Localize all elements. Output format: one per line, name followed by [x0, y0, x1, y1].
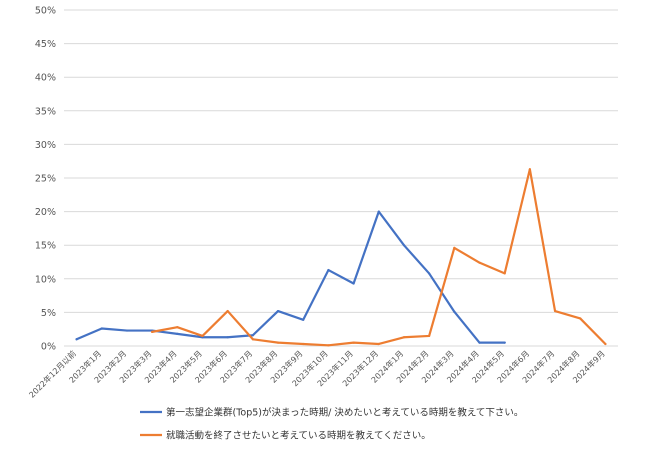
- data-point-series-2: [302, 342, 305, 346]
- data-point-series-1: [352, 282, 355, 285]
- data-point-series-1: [327, 268, 330, 272]
- legend: 第一志望企業群(Top5)が決まった時期/ 決めたいと考えている時期を教えて下さ…: [140, 407, 523, 442]
- y-tick-label: 40%: [35, 73, 56, 84]
- data-point-series-1: [75, 338, 78, 341]
- gridlines: [64, 9, 618, 347]
- y-axis-ticks: 0% 5% 10% 15% 20% 25% 30% 35% 40% 45% 50%: [35, 6, 56, 353]
- data-point-series-1: [251, 334, 254, 337]
- data-point-series-2: [402, 336, 406, 339]
- data-point-series-2: [327, 344, 330, 347]
- data-point-series-2: [528, 168, 531, 171]
- y-tick-label: 30%: [35, 140, 56, 151]
- y-tick-label: 20%: [35, 207, 56, 218]
- y-tick-label: 50%: [35, 6, 56, 17]
- data-point-series-1: [176, 332, 179, 336]
- legend-label-series-1: 第一志望企業群(Top5)が決まった時期/ 決めたいと考えている時期を教えて下さ…: [166, 407, 523, 419]
- y-tick-label: 25%: [35, 174, 56, 185]
- data-point-series-2: [553, 309, 557, 313]
- y-tick-label: 10%: [35, 274, 56, 285]
- data-point-series-1: [402, 244, 406, 247]
- y-tick-label: 35%: [35, 106, 56, 117]
- data-point-series-2: [251, 338, 254, 341]
- data-point-series-2: [604, 342, 607, 346]
- legend-label-series-2: 就職活動を終了させたいと考えている時期を教えてください。: [166, 430, 431, 442]
- series-line-2: [151, 168, 607, 347]
- data-point-series-1: [428, 272, 431, 275]
- data-point-series-2: [478, 261, 481, 264]
- data-point-series-1: [125, 329, 129, 332]
- data-point-series-2: [151, 330, 154, 333]
- y-tick-label: 0%: [41, 342, 56, 353]
- data-point-series-1: [100, 327, 103, 330]
- data-point-series-2: [377, 342, 380, 346]
- x-tick-label: 2022年12月以前: [27, 348, 78, 399]
- x-axis-ticks: 2022年12月以前2023年1月2023年2月2023年3月2023年4月20…: [27, 348, 607, 399]
- data-point-series-2: [276, 341, 280, 344]
- data-point-series-1: [503, 341, 506, 344]
- data-point-series-2: [176, 326, 179, 329]
- data-point-series-1: [453, 310, 456, 313]
- data-point-series-2: [201, 334, 204, 338]
- data-point-series-1: [276, 309, 280, 313]
- data-point-series-2: [579, 317, 582, 320]
- data-point-series-2: [503, 272, 506, 275]
- data-point-series-1: [377, 210, 380, 213]
- series-lines: [75, 168, 607, 347]
- y-tick-label: 15%: [35, 241, 56, 252]
- data-point-series-2: [428, 334, 431, 338]
- data-point-series-2: [352, 341, 355, 344]
- data-point-series-1: [302, 318, 305, 321]
- series-line-1: [75, 210, 506, 344]
- data-point-series-2: [226, 309, 229, 313]
- y-tick-label: 45%: [35, 39, 56, 50]
- data-point-series-2: [453, 246, 456, 249]
- data-point-series-1: [478, 341, 481, 344]
- data-point-series-1: [226, 336, 229, 339]
- y-tick-label: 5%: [41, 308, 56, 319]
